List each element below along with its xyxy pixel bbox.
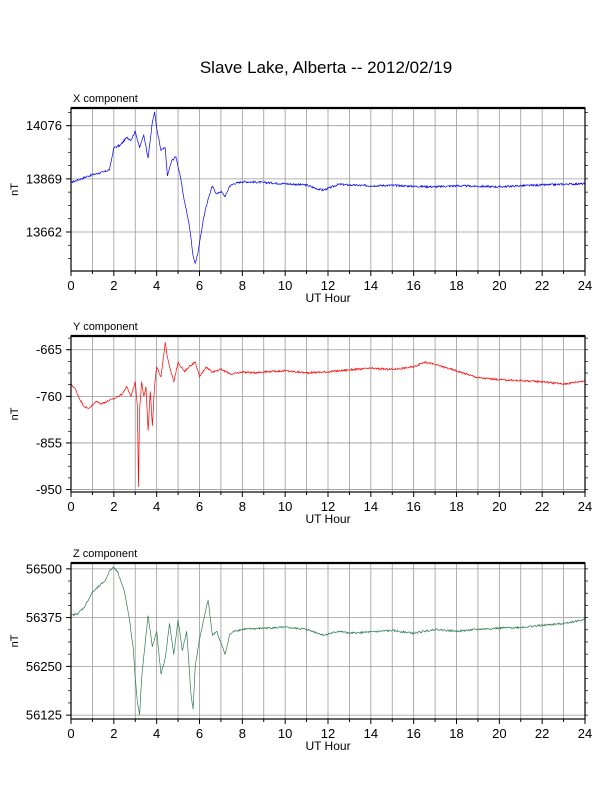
x-tick-label: 16 — [406, 726, 420, 741]
x-tick-label: 20 — [492, 278, 506, 293]
x-tick-label: 16 — [406, 278, 420, 293]
x-tick-label: 24 — [578, 499, 592, 514]
x-tick-label: 14 — [364, 726, 378, 741]
x-tick-label: 22 — [535, 726, 549, 741]
x-tick-label: 10 — [278, 278, 292, 293]
panel-title: X component — [73, 93, 138, 105]
y-tick-label: 14076 — [26, 118, 62, 133]
x-tick-label: 12 — [321, 499, 335, 514]
x-tick-label: 14 — [364, 278, 378, 293]
x-axis-title: UT Hour — [305, 739, 350, 753]
series-line — [70, 111, 586, 265]
x-tick-label: 2 — [110, 499, 117, 514]
y-tick-label: 13662 — [26, 224, 62, 239]
y-tick-label: 56250 — [26, 659, 62, 674]
x-tick-label: 6 — [196, 726, 203, 741]
series-line — [70, 342, 586, 488]
y-tick-label: -760 — [36, 389, 62, 404]
x-tick-label: 12 — [321, 726, 335, 741]
x-tick-label: 0 — [67, 499, 74, 514]
y-tick-label: -665 — [36, 342, 62, 357]
y-axis-title: nT — [9, 634, 21, 647]
y-tick-label: -855 — [36, 435, 62, 450]
x-tick-label: 6 — [196, 278, 203, 293]
x-tick-label: 6 — [196, 499, 203, 514]
y-tick-label: 56375 — [26, 610, 62, 625]
x-tick-label: 2 — [110, 278, 117, 293]
y-tick-label: 56125 — [26, 708, 62, 723]
x-tick-label: 22 — [535, 499, 549, 514]
x-tick-label: 2 — [110, 726, 117, 741]
x-tick-label: 20 — [492, 726, 506, 741]
y-tick-label: 56500 — [26, 561, 62, 576]
x-axis-title: UT Hour — [305, 291, 350, 305]
panel-title: Y component — [73, 321, 138, 333]
y-tick-label: -950 — [36, 482, 62, 497]
x-tick-label: 8 — [239, 726, 246, 741]
x-tick-label: 18 — [449, 278, 463, 293]
x-tick-label: 0 — [67, 726, 74, 741]
panel-title: Z component — [73, 548, 137, 560]
x-axis-title: UT Hour — [305, 512, 350, 526]
x-tick-label: 0 — [67, 278, 74, 293]
x-tick-label: 10 — [278, 726, 292, 741]
x-tick-label: 18 — [449, 499, 463, 514]
x-tick-label: 4 — [153, 278, 160, 293]
x-tick-label: 16 — [406, 499, 420, 514]
x-tick-label: 24 — [578, 726, 592, 741]
y-axis-title: nT — [9, 183, 21, 196]
y-axis-title: nT — [9, 407, 21, 420]
series-line — [70, 566, 586, 716]
x-tick-label: 22 — [535, 278, 549, 293]
x-tick-label: 8 — [239, 499, 246, 514]
x-tick-label: 8 — [239, 278, 246, 293]
x-tick-label: 4 — [153, 499, 160, 514]
x-tick-label: 24 — [578, 278, 592, 293]
x-tick-label: 20 — [492, 499, 506, 514]
x-tick-label: 18 — [449, 726, 463, 741]
x-tick-label: 12 — [321, 278, 335, 293]
page-title: Slave Lake, Alberta -- 2012/02/19 — [199, 58, 453, 77]
x-tick-label: 4 — [153, 726, 160, 741]
x-tick-label: 10 — [278, 499, 292, 514]
y-tick-label: 13869 — [26, 171, 62, 186]
x-tick-label: 14 — [364, 499, 378, 514]
